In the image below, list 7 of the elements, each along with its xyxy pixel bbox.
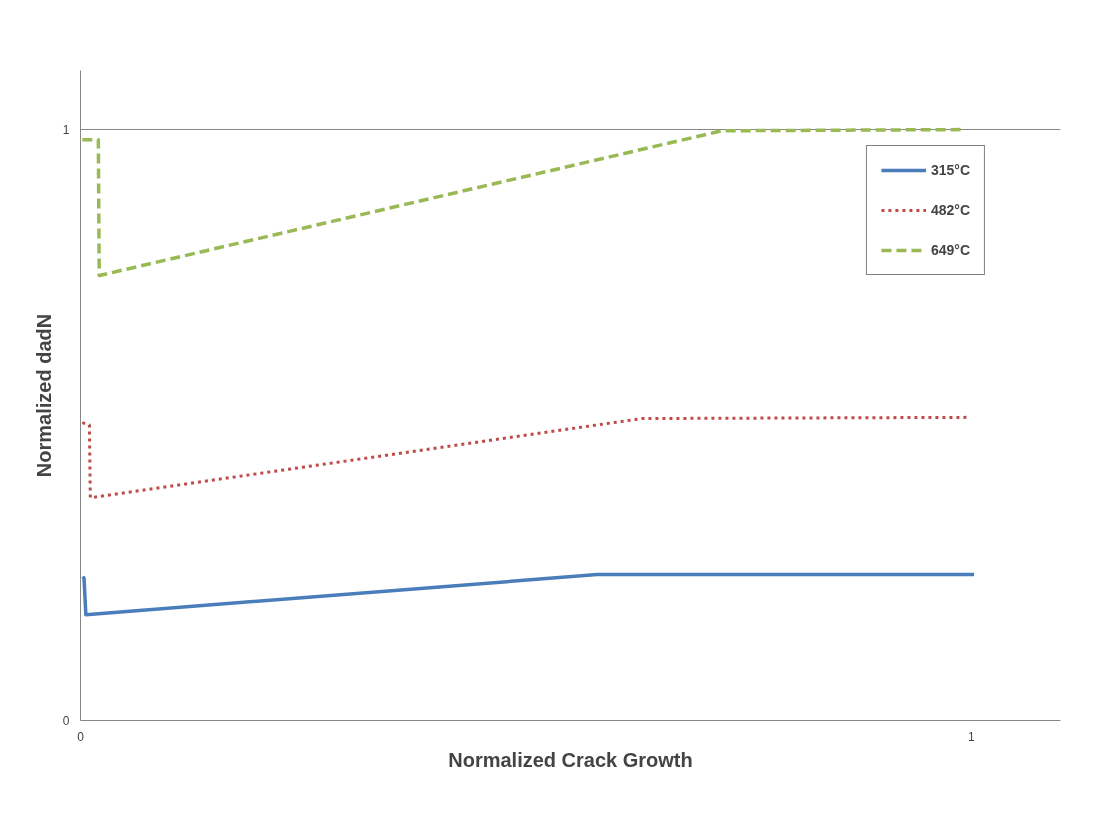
x-axis-title: Normalized Crack Growth xyxy=(448,748,693,771)
legend-label: 649°C xyxy=(930,242,970,258)
line-series xyxy=(80,415,969,500)
line-series xyxy=(81,572,976,617)
legend-label: 315°C xyxy=(930,162,970,178)
y-axis-title: Normalized dadN xyxy=(32,313,55,478)
legend-label: 482°C xyxy=(930,202,970,218)
